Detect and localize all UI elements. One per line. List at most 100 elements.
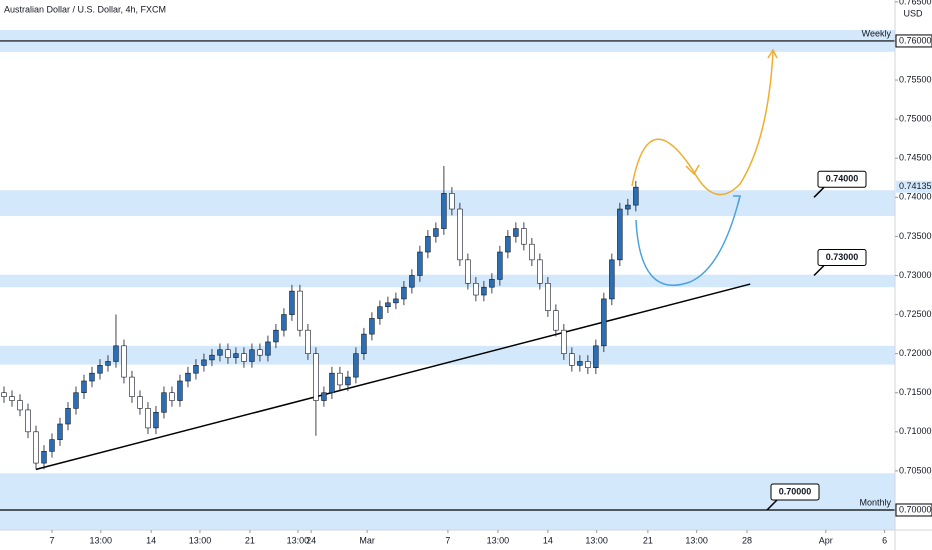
- y-tick-label: 0.71000: [899, 426, 932, 436]
- candle-body: [497, 251, 503, 280]
- zone: [0, 345, 895, 365]
- candle-body: [65, 408, 71, 425]
- callout-box: [817, 248, 867, 266]
- candle-body: [577, 361, 583, 366]
- candle-body: [57, 423, 63, 440]
- candle-body: [257, 349, 263, 356]
- candle-body: [353, 353, 359, 378]
- last-price-label: 0.74135: [899, 181, 932, 191]
- candle-body: [433, 228, 439, 237]
- x-tick-label: 13:00: [685, 535, 708, 545]
- callout-box: [770, 483, 820, 501]
- candle-body: [313, 353, 319, 401]
- callout-pointer: [813, 264, 825, 277]
- x-tick-label: 6: [882, 535, 887, 545]
- zone: [0, 274, 895, 288]
- callout-pointer: [766, 499, 778, 511]
- y-tick-label: 0.71500: [899, 387, 932, 397]
- x-tick-label: 13:00: [287, 535, 310, 545]
- candle-body: [505, 236, 511, 253]
- candle-body: [9, 396, 15, 401]
- candle-body: [73, 392, 79, 409]
- candle-body: [273, 329, 279, 343]
- x-tick-label: Mar: [359, 535, 375, 545]
- candle-body: [345, 376, 351, 386]
- callout-label: 0.74000: [826, 174, 859, 184]
- candle-body: [233, 353, 239, 358]
- level-label: Monthly: [859, 497, 891, 507]
- x-tick-label: 14: [146, 535, 156, 545]
- x-tick-label: 7: [445, 535, 450, 545]
- candle-body: [161, 392, 167, 413]
- candle-body: [265, 341, 271, 356]
- x-tick-label: 7: [49, 535, 54, 545]
- y-tick-label: 0.76000: [899, 35, 932, 45]
- y-tick-label: 0.70500: [899, 465, 932, 475]
- zone: [0, 190, 895, 217]
- y-tick-label: 0.75000: [899, 114, 932, 124]
- candle-body: [529, 243, 535, 261]
- candle-body: [121, 345, 127, 378]
- candle-body: [177, 380, 183, 401]
- candle-body: [105, 361, 111, 366]
- x-tick-label: 28: [742, 535, 752, 545]
- candle-body: [209, 354, 215, 361]
- candle-body: [521, 228, 527, 245]
- candle-body: [537, 259, 543, 284]
- x-tick-label: 24: [306, 535, 316, 545]
- level-tag: [895, 503, 932, 517]
- arrow-head: [767, 48, 778, 59]
- candle-body: [81, 380, 87, 394]
- y-tick-label: 0.73500: [899, 231, 932, 241]
- y-tick-label: 0.74500: [899, 153, 932, 163]
- callout-pointer: [813, 186, 825, 198]
- y-tick-label: 0.75500: [899, 74, 932, 84]
- candle-body: [201, 359, 207, 366]
- candle-body: [625, 204, 631, 210]
- candle-body: [609, 259, 615, 300]
- candle-body: [129, 376, 135, 397]
- x-tick-label: 13:00: [487, 535, 510, 545]
- candle-body: [369, 318, 375, 335]
- projection-blue: [635, 195, 741, 287]
- candle-body: [25, 409, 31, 433]
- candle-body: [249, 349, 255, 362]
- candle-body: [617, 208, 623, 261]
- y-tick-label: 0.72000: [899, 348, 932, 358]
- x-tick-label: 21: [643, 535, 653, 545]
- level-tag: [895, 34, 932, 48]
- candle-body: [633, 186, 639, 206]
- candle-body: [393, 298, 399, 304]
- level-label: Weekly: [862, 28, 892, 38]
- candle-body: [97, 365, 103, 374]
- candle-body: [489, 279, 495, 288]
- candle-body: [41, 451, 47, 464]
- candle-body: [113, 345, 119, 362]
- candle-body: [297, 290, 303, 331]
- y-tick-label: 0.70000: [899, 504, 932, 514]
- candle-body: [281, 314, 287, 331]
- candle-body: [169, 392, 175, 401]
- candle-body: [385, 302, 391, 308]
- candle-body: [425, 236, 431, 253]
- currency: USD: [903, 8, 923, 18]
- candle-body: [1, 392, 7, 397]
- candle-body: [49, 439, 55, 452]
- candle-body: [145, 408, 151, 429]
- candle-body: [441, 193, 447, 229]
- callout-box: [817, 170, 867, 188]
- candle-body: [305, 329, 311, 354]
- candle-body: [17, 400, 23, 411]
- y-tick-label: 0.74000: [899, 192, 932, 202]
- arrow-head: [685, 164, 700, 176]
- candle-body: [417, 251, 423, 276]
- candle-body: [321, 392, 327, 401]
- candle-body: [585, 361, 591, 369]
- candle-body: [401, 286, 407, 300]
- candle-body: [465, 259, 471, 284]
- chart-title: Australian Dollar / U.S. Dollar, 4h, FXC…: [4, 4, 166, 14]
- candle-body: [241, 353, 247, 362]
- trendline: [35, 283, 751, 471]
- candle-body: [449, 193, 455, 210]
- candle-body: [185, 372, 191, 382]
